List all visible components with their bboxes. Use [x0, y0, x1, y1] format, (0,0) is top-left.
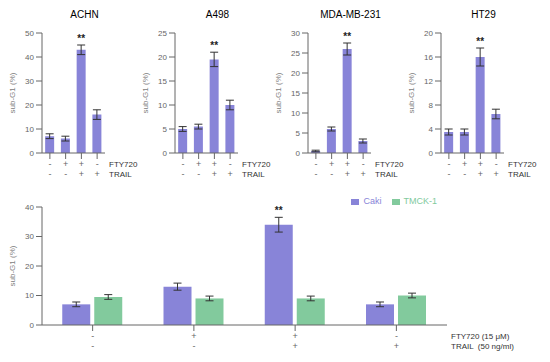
html-text:MDA-MB-231: MDA-MB-231	[320, 9, 381, 20]
svg-text:4: 4	[429, 125, 434, 134]
svg-text:0: 0	[429, 149, 434, 158]
svg-text:-: -	[314, 159, 317, 169]
svg-text:-: -	[64, 169, 67, 179]
svg-text:-: -	[362, 159, 365, 169]
svg-text:-: -	[96, 159, 99, 169]
svg-text:-: -	[197, 169, 200, 179]
svg-text:+: +	[394, 341, 399, 351]
svg-text:15: 15	[158, 77, 167, 86]
svg-text:sub-G1 (%): sub-G1 (%)	[8, 72, 17, 113]
svg-text:FTY720: FTY720	[375, 160, 404, 169]
svg-text:sub-G1 (%): sub-G1 (%)	[274, 72, 283, 113]
svg-text:+: +	[196, 159, 201, 169]
svg-text:**: **	[343, 31, 351, 42]
svg-text:-: -	[447, 159, 450, 169]
svg-text:sub-G1 (%): sub-G1 (%)	[141, 72, 150, 113]
html-text:TMCK-1: TMCK-1	[403, 196, 437, 206]
svg-text:-: -	[314, 169, 317, 179]
svg-text:10: 10	[25, 291, 34, 300]
svg-text:TRAIL: TRAIL	[508, 170, 531, 179]
svg-text:30: 30	[25, 232, 34, 241]
svg-text:+: +	[227, 169, 232, 179]
svg-text:sub-G1 (%): sub-G1 (%)	[407, 72, 416, 113]
svg-text:-: -	[91, 331, 94, 341]
svg-text:0: 0	[30, 321, 35, 330]
svg-text:**: **	[210, 40, 218, 51]
svg-text:10: 10	[25, 125, 34, 134]
html-text:HT29: HT29	[471, 9, 496, 20]
svg-text:+: +	[63, 159, 68, 169]
svg-text:-: -	[463, 169, 466, 179]
svg-text:+: +	[292, 341, 297, 351]
svg-text:16: 16	[424, 53, 433, 62]
svg-text:-: -	[181, 169, 184, 179]
svg-text:20: 20	[291, 69, 300, 78]
svg-text:8: 8	[429, 101, 434, 110]
svg-text:30: 30	[25, 77, 34, 86]
svg-text:+: +	[212, 159, 217, 169]
svg-text:-: -	[330, 169, 333, 179]
svg-text:25: 25	[158, 29, 167, 38]
svg-text:+: +	[191, 331, 196, 341]
svg-text:sub-G1 (%): sub-G1 (%)	[8, 245, 17, 286]
svg-text:TRAIL: TRAIL	[242, 170, 265, 179]
svg-text:20: 20	[158, 53, 167, 62]
svg-text:25: 25	[291, 49, 300, 58]
html-text:A498: A498	[205, 9, 230, 20]
svg-text:**: **	[275, 205, 283, 216]
svg-text:FTY720: FTY720	[109, 160, 138, 169]
svg-text:0: 0	[296, 149, 301, 158]
svg-text:+: +	[462, 159, 467, 169]
svg-text:+: +	[493, 169, 498, 179]
svg-text:40: 40	[25, 53, 34, 62]
svg-text:-: -	[447, 169, 450, 179]
svg-text:TRAIL (50 ng/ml): TRAIL (50 ng/ml)	[451, 342, 514, 351]
svg-text:-: -	[48, 159, 51, 169]
svg-text:5: 5	[296, 129, 301, 138]
svg-text:**: **	[476, 36, 484, 47]
svg-text:40: 40	[25, 203, 34, 212]
svg-text:FTY720: FTY720	[508, 160, 537, 169]
svg-text:+: +	[478, 159, 483, 169]
svg-text:10: 10	[291, 109, 300, 118]
svg-text:50: 50	[25, 29, 34, 38]
svg-text:30: 30	[291, 29, 300, 38]
svg-text:20: 20	[25, 262, 34, 271]
html-text:Caki: Caki	[363, 196, 382, 206]
svg-text:+: +	[345, 169, 350, 179]
svg-text:+: +	[212, 169, 217, 179]
svg-text:-: -	[91, 341, 94, 351]
svg-text:+: +	[292, 331, 297, 341]
svg-text:TRAIL: TRAIL	[375, 170, 398, 179]
svg-text:-: -	[395, 331, 398, 341]
svg-text:5: 5	[163, 125, 168, 134]
svg-text:12: 12	[424, 77, 433, 86]
svg-text:+: +	[360, 169, 365, 179]
svg-text:+: +	[345, 159, 350, 169]
svg-text:20: 20	[424, 29, 433, 38]
html-text:ACHN: ACHN	[70, 9, 99, 20]
svg-text:-: -	[192, 341, 195, 351]
svg-text:-: -	[229, 159, 232, 169]
svg-text:-: -	[48, 169, 51, 179]
svg-text:-: -	[495, 159, 498, 169]
svg-text:+: +	[79, 159, 84, 169]
svg-text:-: -	[181, 159, 184, 169]
svg-text:10: 10	[158, 101, 167, 110]
svg-text:FTY720: FTY720	[242, 160, 271, 169]
svg-text:**: **	[77, 33, 85, 44]
svg-text:TRAIL: TRAIL	[109, 170, 132, 179]
svg-text:+: +	[94, 169, 99, 179]
svg-text:20: 20	[25, 101, 34, 110]
svg-text:+: +	[79, 169, 84, 179]
svg-text:15: 15	[291, 89, 300, 98]
svg-text:FTY720 (15 μM): FTY720 (15 μM)	[451, 332, 510, 341]
svg-text:0: 0	[30, 149, 35, 158]
svg-text:+: +	[329, 159, 334, 169]
svg-text:+: +	[478, 169, 483, 179]
svg-text:0: 0	[163, 149, 168, 158]
